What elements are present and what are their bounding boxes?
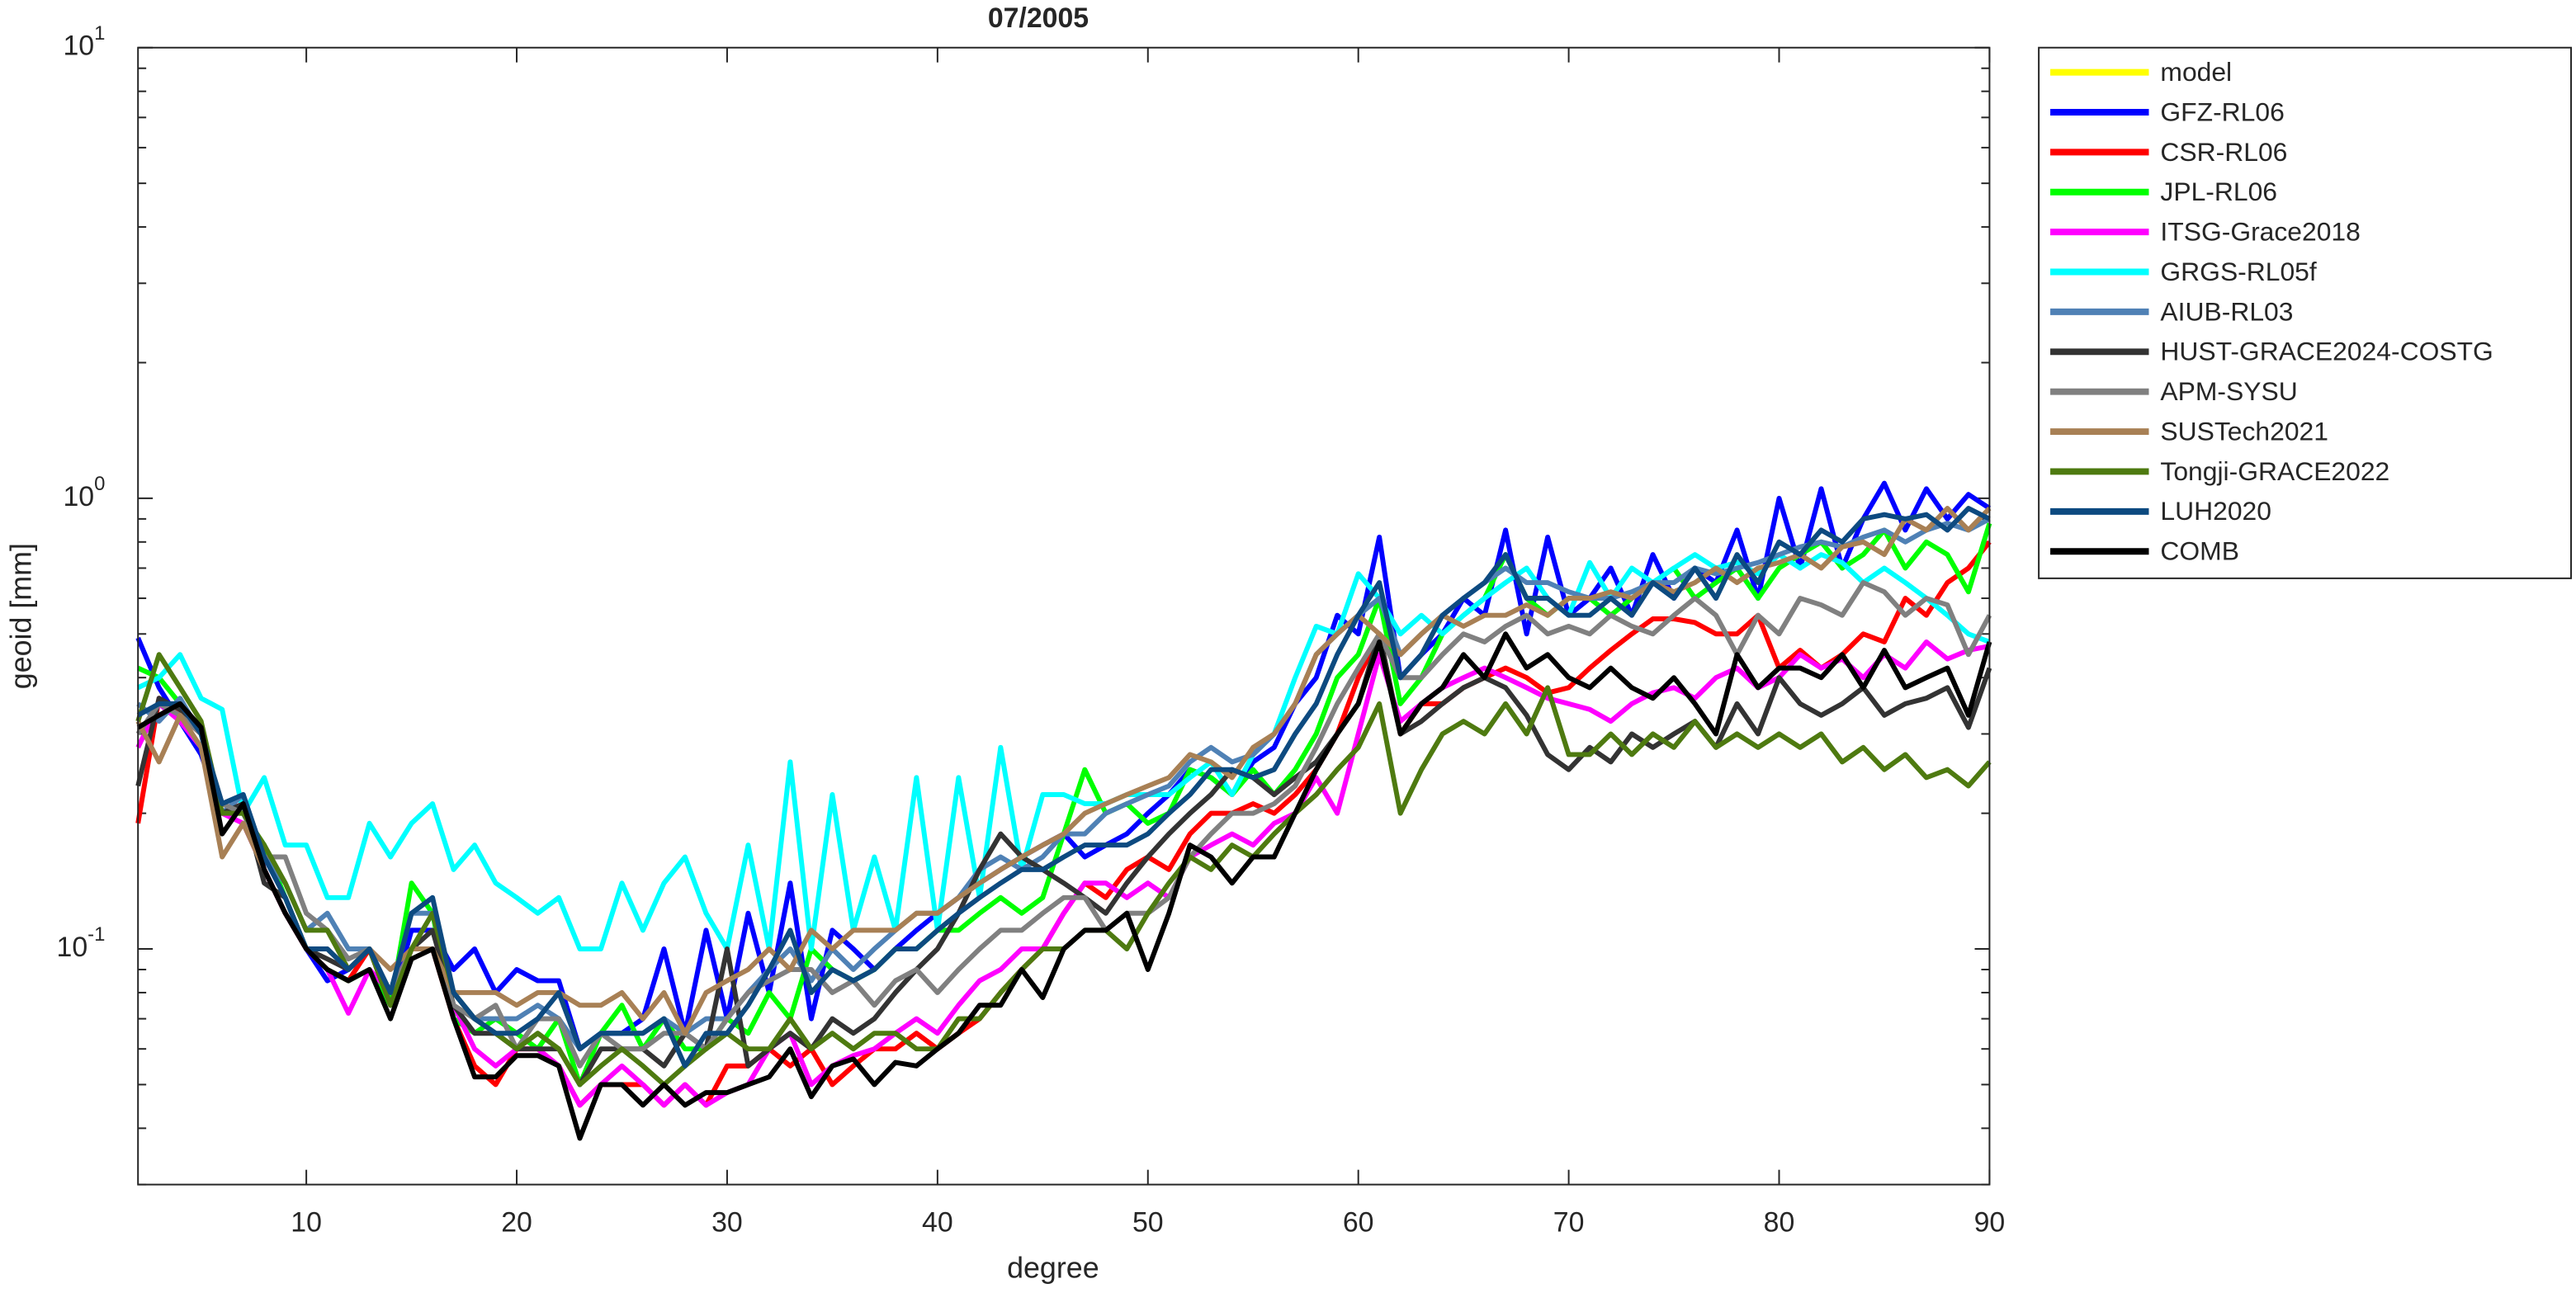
legend-label: CSR-RL06: [2160, 137, 2287, 167]
legend-label: AIUB-RL03: [2160, 296, 2293, 326]
legend-label: COMB: [2160, 536, 2239, 566]
legend-label: SUSTech2021: [2160, 416, 2328, 446]
legend-label: GFZ-RL06: [2160, 97, 2284, 126]
x-axis-label: degree: [1007, 1252, 1099, 1285]
x-tick-label: 60: [1343, 1206, 1374, 1238]
x-tick-label: 30: [711, 1206, 743, 1238]
legend-label: Tongji-GRACE2022: [2160, 456, 2389, 486]
legend: model GFZ-RL06 CSR-RL06 JPL-RL06 ITSG-Grace2…: [2050, 57, 2493, 566]
legend-label: GRGS-RL05f: [2160, 257, 2316, 286]
legend-label: JPL-RL06: [2160, 177, 2277, 206]
series-line: [136, 552, 1991, 952]
y-tick-label: 100: [63, 473, 105, 512]
axes-box: [137, 46, 1991, 1186]
x-tick-label: 70: [1553, 1206, 1585, 1238]
x-tick-label: 90: [1974, 1206, 2006, 1238]
x-tick-label: 40: [922, 1206, 953, 1238]
x-tick-label: 80: [1764, 1206, 1795, 1238]
plot-area: [135, 46, 1992, 1186]
legend-label: model: [2160, 57, 2232, 87]
series-line: [136, 631, 1992, 1141]
y-tick-label: 101: [63, 22, 105, 62]
series-line: [136, 506, 1991, 1069]
y-axis-label: geoid [mm]: [4, 543, 37, 689]
legend-label: ITSG-Grace2018: [2160, 217, 2360, 247]
x-tick-label: 20: [501, 1206, 532, 1238]
chart-title: 07/2005: [988, 2, 1089, 34]
y-tick-label: 10-1: [57, 923, 106, 963]
x-tick-label: 50: [1132, 1206, 1164, 1238]
legend-label: LUH2020: [2160, 496, 2271, 526]
x-tick-label: 10: [291, 1206, 322, 1238]
legend-label: HUST-GRACE2024-COSTG: [2160, 337, 2493, 366]
legend-label: APM-SYSU: [2160, 376, 2297, 406]
series-line: [135, 580, 1992, 1069]
